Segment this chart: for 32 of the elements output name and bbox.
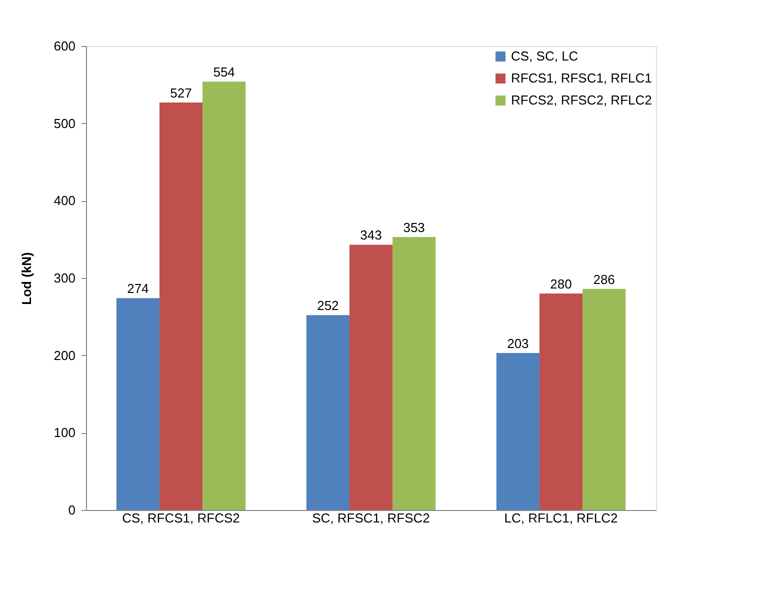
data-label: 280 bbox=[550, 276, 572, 292]
bar bbox=[496, 353, 540, 510]
bar bbox=[582, 288, 626, 510]
data-label: 554 bbox=[213, 64, 235, 80]
bar bbox=[539, 293, 583, 510]
y-axis-title: Lod (kN) bbox=[18, 252, 34, 305]
bar bbox=[116, 298, 160, 510]
y-tick-label: 400 bbox=[54, 193, 76, 208]
y-tick-label: 500 bbox=[54, 116, 76, 131]
data-label: 252 bbox=[317, 298, 339, 314]
bar bbox=[202, 82, 246, 510]
data-label: 286 bbox=[593, 272, 615, 287]
legend-label: RFCS2, RFSC2, RFLC2 bbox=[511, 92, 652, 108]
data-label: 527 bbox=[170, 85, 192, 100]
y-tick-label: 0 bbox=[68, 502, 76, 518]
legend-label: CS, SC, LC bbox=[511, 48, 578, 64]
data-label: 343 bbox=[360, 228, 382, 243]
y-tick-label: 200 bbox=[54, 348, 76, 363]
bar bbox=[392, 237, 436, 510]
x-tick-label: SC, RFSC1, RFSC2 bbox=[312, 510, 430, 526]
y-tick-label: 300 bbox=[54, 270, 76, 286]
x-tick-label: CS, RFCS1, RFCS2 bbox=[122, 510, 240, 526]
y-tick-label: 600 bbox=[54, 38, 76, 54]
data-label: 353 bbox=[403, 220, 425, 236]
legend-label: RFCS1, RFSC1, RFLC1 bbox=[511, 70, 652, 86]
x-tick-label: LC, RFLC1, RFLC2 bbox=[504, 510, 618, 526]
bar bbox=[159, 102, 203, 510]
bar bbox=[306, 315, 350, 510]
data-label: 203 bbox=[507, 336, 529, 352]
data-label: 274 bbox=[127, 281, 149, 296]
y-tick-label: 100 bbox=[54, 425, 76, 440]
bar bbox=[349, 244, 393, 510]
